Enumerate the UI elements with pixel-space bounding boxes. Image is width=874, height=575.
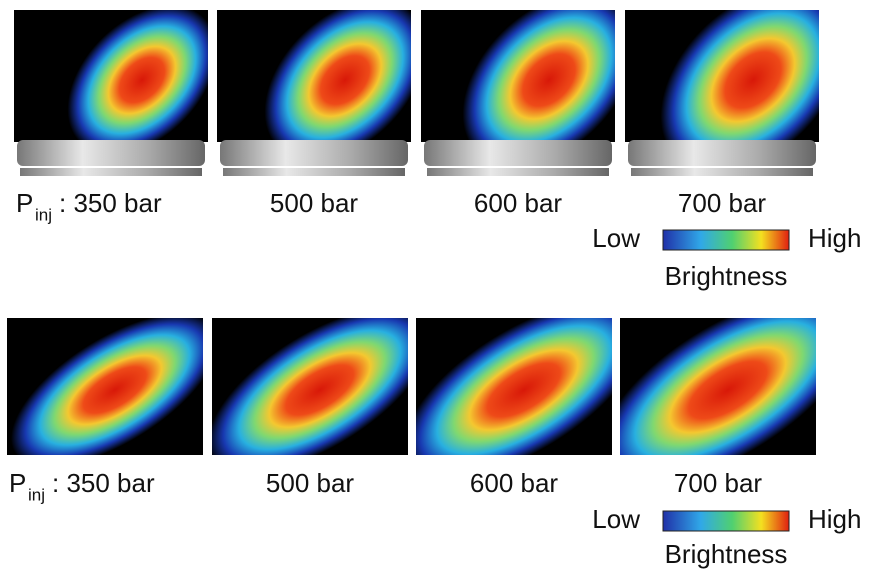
piston-base: [223, 168, 405, 176]
label-subscript: inj: [28, 485, 45, 504]
piston-base: [631, 168, 813, 176]
colorbar-high: High: [808, 504, 861, 534]
spray-image: [625, 0, 874, 208]
pressure-label: 500 bar: [270, 188, 359, 218]
pressure-label: 700 bar: [674, 468, 763, 498]
colorbar: [663, 511, 789, 531]
pressure-label: 600 bar: [474, 188, 563, 218]
colorbar-title: Brightness: [665, 539, 788, 569]
label-subscript: inj: [35, 205, 52, 224]
colorbar-title: Brightness: [665, 261, 788, 291]
figure: Pinj : 350 bar 500 bar 600 bar 700 bar Low Hig…: [0, 0, 874, 575]
piston-base: [427, 168, 609, 176]
label-symbol: P: [9, 468, 26, 498]
spray-image: [0, 283, 242, 496]
pressure-label: : 350 bar: [59, 188, 162, 218]
colorbar: [663, 230, 789, 250]
label-symbol: P: [16, 188, 33, 218]
piston-base: [20, 168, 202, 176]
colorbar-high: High: [808, 223, 861, 253]
spray-plume: [0, 283, 242, 496]
pressure-label: 600 bar: [470, 468, 559, 498]
piston: [628, 140, 816, 166]
colorbar-low: Low: [592, 504, 640, 534]
piston: [220, 140, 408, 166]
piston: [424, 140, 612, 166]
pressure-label: : 350 bar: [52, 468, 155, 498]
colorbar-low: Low: [592, 223, 640, 253]
piston: [17, 140, 205, 166]
pressure-label: 700 bar: [678, 188, 767, 218]
pressure-label: 500 bar: [266, 468, 355, 498]
